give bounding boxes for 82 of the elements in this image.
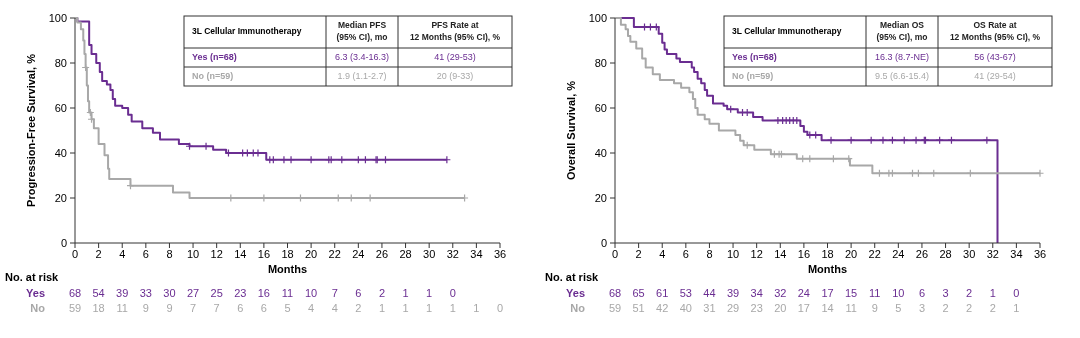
y-tick-label: 40 xyxy=(54,146,67,159)
x-tick-label: 28 xyxy=(399,248,412,260)
annotation: Median PFS (95% CI), mo xyxy=(336,20,388,43)
annotation: PFS Rate at 12 Months (95% CI), % xyxy=(409,20,501,43)
x-tick-label: 28 xyxy=(939,248,952,260)
x-tick-label: 2 xyxy=(95,248,102,260)
annotation: 20 (9-33) xyxy=(436,70,474,81)
text: No. at risk xyxy=(545,271,600,283)
text: Yes xyxy=(26,287,45,299)
text: Yes (n=68) xyxy=(192,51,237,62)
x-tick-label: 30 xyxy=(963,248,976,260)
annotation: 41 (29-54) xyxy=(974,70,1016,81)
x-tick-label: 0 xyxy=(611,248,619,260)
y-tick-label: 0 xyxy=(600,236,607,249)
text: Yes xyxy=(566,287,585,299)
x-tick-label: 32 xyxy=(446,248,459,260)
x-tick-label: 24 xyxy=(352,248,365,260)
legend-title: 3L Cellular Immunotherapy xyxy=(732,26,842,37)
y-tick-label: 0 xyxy=(60,236,67,249)
text: 59 18 11 9 9 7 7 6 6 5 4 4 2 1 1 1 1 1 0 xyxy=(68,302,504,314)
x-tick-label: 10 xyxy=(726,248,740,260)
x-tick-label: 24 xyxy=(892,248,905,260)
x-tick-label: 36 xyxy=(1033,248,1047,260)
annotation: 1.9 (1.1-2.7) xyxy=(337,70,387,81)
x-tick-label: 30 xyxy=(423,248,436,260)
y-tick-label: 60 xyxy=(54,101,67,114)
x-tick-label: 32 xyxy=(986,248,999,260)
y-tick-label: 40 xyxy=(594,146,607,159)
x-tick-label: 6 xyxy=(682,248,689,260)
y-tick-label: 60 xyxy=(594,101,607,114)
x-tick-label: 22 xyxy=(328,248,341,260)
y-axis-title: Progression-Free Survival, % xyxy=(25,53,37,207)
legend-title: 3L Cellular Immunotherapy xyxy=(192,26,302,37)
y-tick-label: 100 xyxy=(48,11,67,24)
x-tick-label: 6 xyxy=(142,248,149,260)
annotation: 9.5 (6.6-15.4) xyxy=(874,70,930,81)
x-tick-label: 18 xyxy=(281,248,294,260)
text: Yes (n=68) xyxy=(732,51,777,62)
text: No (n=59) xyxy=(732,70,774,81)
text: 59 51 42 40 31 29 23 20 17 14 11 9 5 3 2 2 2 1 xyxy=(608,302,1020,314)
y-tick-label: 20 xyxy=(594,191,607,204)
text: 68 54 39 33 30 27 25 23 16 11 10 7 6 2 1 1 0 xyxy=(68,287,456,299)
y-axis-title: Overall Survival, % xyxy=(565,80,577,181)
x-tick-label: 20 xyxy=(304,248,318,260)
y-tick-label: 20 xyxy=(54,191,67,204)
x-tick-label: 16 xyxy=(257,248,271,260)
annotation: 16.3 (8.7-NE) xyxy=(874,51,930,62)
y-tick-label: 100 xyxy=(588,11,607,24)
x-tick-label: 2 xyxy=(635,248,642,260)
x-tick-label: 8 xyxy=(166,248,173,260)
x-axis-title: Months xyxy=(267,263,308,275)
annotation: 6.3 (3.4-16.3) xyxy=(334,51,390,62)
y-tick-label: 80 xyxy=(54,56,67,69)
x-tick-label: 10 xyxy=(186,248,200,260)
x-tick-label: 4 xyxy=(119,248,126,260)
x-tick-label: 12 xyxy=(750,248,763,260)
x-tick-label: 22 xyxy=(868,248,881,260)
x-tick-label: 20 xyxy=(844,248,858,260)
x-tick-label: 8 xyxy=(706,248,713,260)
x-tick-label: 26 xyxy=(915,248,929,260)
x-tick-label: 0 xyxy=(71,248,79,260)
text: No. at risk xyxy=(5,271,60,283)
x-tick-label: 34 xyxy=(1010,248,1023,260)
x-tick-label: 26 xyxy=(375,248,389,260)
x-tick-label: 16 xyxy=(797,248,811,260)
x-tick-label: 36 xyxy=(493,248,507,260)
x-tick-label: 18 xyxy=(821,248,834,260)
text: 68 65 61 53 44 39 34 32 24 17 15 11 10 6 3 2 1 0 xyxy=(608,287,1020,299)
x-tick-label: 12 xyxy=(210,248,223,260)
x-tick-label: 14 xyxy=(234,248,247,260)
text: No xyxy=(30,302,46,314)
x-tick-label: 34 xyxy=(470,248,483,260)
text: No xyxy=(570,302,586,314)
y-tick-label: 80 xyxy=(594,56,607,69)
x-tick-label: 4 xyxy=(659,248,666,260)
x-tick-label: 14 xyxy=(774,248,787,260)
annotation: Median OS (95% CI), mo xyxy=(876,20,928,43)
annotation: 56 (43-67) xyxy=(974,51,1016,62)
x-axis-title: Months xyxy=(807,263,848,275)
text: No (n=59) xyxy=(192,70,234,81)
annotation: OS Rate at 12 Months (95% CI), % xyxy=(949,20,1041,43)
annotation: 41 (29-53) xyxy=(434,51,476,62)
